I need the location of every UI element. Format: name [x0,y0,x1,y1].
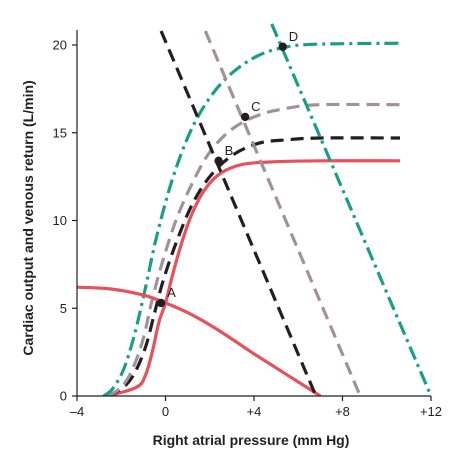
curves [77,23,433,396]
y-tick-label: 20 [53,38,67,53]
y-axis-title: Cardiac output and venous return (L/min) [20,80,36,355]
x-tick-label: 0 [162,404,169,419]
x-tick-label: +8 [335,404,350,419]
x-axis-title: Right atrial pressure (mm Hg) [153,432,350,448]
venous-return-curve-6 [203,30,362,396]
point-c-marker [240,112,250,122]
y-tick-label: 10 [53,213,67,228]
point-a-label: A [167,285,176,300]
point-d-label: D [289,29,298,44]
point-b-marker [214,156,223,166]
venous-return-curve-5 [159,30,318,396]
axes [76,30,431,397]
cardiac-output-curve-2 [107,102,401,396]
markers: A B C D [156,29,298,308]
y-tick-label: 15 [53,125,67,140]
point-c-label: C [251,99,260,114]
point-a-marker [156,298,166,308]
point-d-marker [278,42,287,51]
y-tick-label: 0 [60,389,67,404]
cardiac-output-curve-0 [107,159,401,396]
x-tick-label: +12 [420,404,442,419]
y-tick-label: 5 [60,301,67,316]
venous-return-curve-4 [77,285,322,396]
x-tick-label: +4 [247,404,262,419]
x-tick-label: –4 [70,404,84,419]
point-b-label: B [225,143,234,158]
venous-return-curve-7 [270,23,433,396]
cardiac-output-curve-3 [102,41,401,396]
